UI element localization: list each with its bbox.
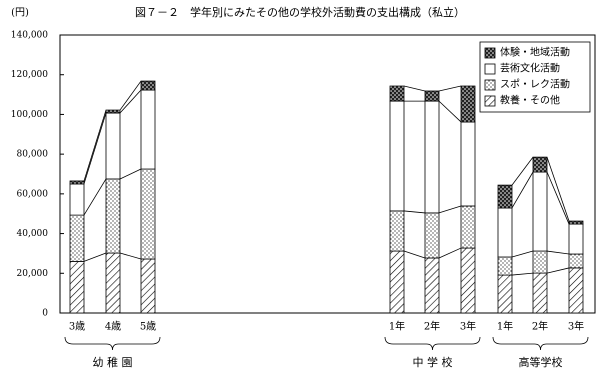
x-tick-label: 5歳 (140, 321, 156, 333)
x-tick-label: 3年 (460, 320, 476, 333)
group-label: 幼 稚 園 (93, 356, 133, 369)
bar-segment (497, 274, 513, 314)
bar-segment (105, 112, 121, 180)
y-tick-label: 20,000 (17, 269, 49, 279)
connector (546, 250, 570, 255)
connector (546, 267, 570, 274)
connector (83, 112, 107, 185)
connector (119, 80, 142, 111)
x-tick-label: 3年 (568, 320, 584, 333)
connector (438, 205, 462, 214)
x-tick-label: 3歳 (69, 321, 85, 333)
connector (438, 85, 462, 92)
x-tick-label: 2年 (532, 320, 548, 333)
group-label: 高等学校 (519, 355, 563, 369)
x-tick-label: 1年 (389, 320, 405, 333)
group-label: 中 学 校 (413, 355, 453, 369)
connector (119, 252, 142, 260)
connector (119, 89, 142, 114)
bar-segment (568, 253, 584, 269)
connector (511, 250, 534, 258)
connector (403, 210, 426, 214)
legend-swatch (484, 47, 496, 59)
bar-segment (460, 205, 476, 249)
plot-frame (59, 34, 596, 314)
legend-label: 教養・その他 (500, 94, 560, 107)
connector (83, 109, 107, 182)
bar-segment (532, 171, 548, 252)
bar-segment (532, 156, 548, 173)
bar-segment (389, 210, 405, 252)
bar-segment (140, 258, 156, 314)
legend-label: 体験・地域活動 (500, 46, 570, 59)
bar-segment (105, 178, 121, 254)
y-tick-label: 0 (42, 309, 48, 319)
legend-swatch (484, 63, 496, 75)
bar-segment (424, 90, 440, 102)
y-tick-label: 140,000 (11, 31, 48, 41)
legend-swatch (484, 95, 496, 107)
y-tick-label: 100,000 (11, 110, 48, 120)
group-bracket (64, 336, 161, 351)
bar-segment (424, 212, 440, 259)
bar-segment (389, 250, 405, 314)
connector (546, 171, 570, 225)
group-bracket (384, 336, 481, 351)
legend-swatch (484, 79, 496, 91)
bar-segment (568, 267, 584, 314)
bar-segment (105, 109, 121, 114)
bar-segment (140, 168, 156, 260)
x-tick-label: 1年 (497, 320, 513, 333)
bar-segment (460, 247, 476, 314)
x-tick-label: 2年 (424, 320, 440, 333)
bar-segment (532, 250, 548, 274)
legend-label: 芸術文化活動 (500, 62, 560, 75)
bar-segment (389, 85, 405, 102)
bar-segment (69, 260, 85, 314)
connector (511, 171, 534, 209)
connector (438, 100, 462, 123)
chart-title: 図７－２ 学年別にみたその他の学校外活動費の支出構成（私立） (135, 5, 465, 19)
connector (546, 156, 570, 222)
y-tick-label: 120,000 (11, 70, 48, 80)
connector (83, 252, 107, 262)
connector (403, 250, 426, 259)
x-tick-label: 4歳 (105, 321, 121, 333)
bar-segment (389, 100, 405, 212)
legend-box (479, 41, 591, 113)
bar-segment (460, 121, 476, 207)
group-bracket (492, 336, 589, 351)
bar-segment (69, 214, 85, 262)
bar-segment (497, 184, 513, 209)
legend-label: スポ・レク活動 (500, 78, 570, 91)
y-axis-label: (円) (11, 8, 29, 19)
connector (119, 168, 142, 180)
bar-segment (568, 220, 584, 225)
bar-segment (424, 257, 440, 314)
connector (438, 247, 462, 259)
bar-segment (497, 207, 513, 258)
bar-segment (69, 183, 85, 216)
bar-segment (497, 256, 513, 276)
connector (511, 272, 534, 276)
bar-segment (140, 80, 156, 91)
bar-segment (568, 223, 584, 255)
connector (403, 85, 426, 92)
bar-segment (424, 100, 440, 214)
bar-segment (69, 180, 85, 185)
y-tick-label: 60,000 (17, 189, 49, 199)
bar-segment (532, 272, 548, 314)
y-tick-label: 40,000 (17, 229, 49, 239)
bar-segment (460, 85, 476, 123)
bar-segment (105, 252, 121, 314)
y-tick-label: 80,000 (17, 150, 49, 160)
connector (83, 178, 107, 216)
bar-segment (140, 89, 156, 170)
connector (511, 156, 534, 186)
